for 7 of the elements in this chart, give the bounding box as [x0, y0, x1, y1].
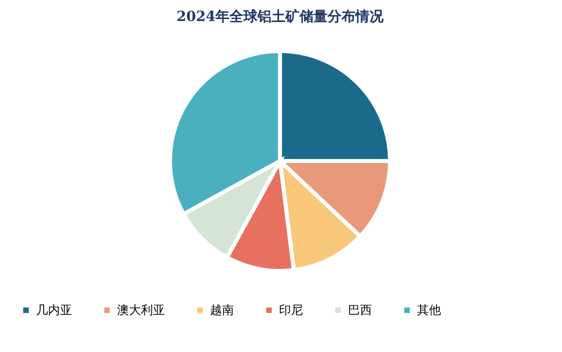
legend-label: 几内亚 — [36, 303, 72, 318]
legend-label: 越南 — [210, 303, 234, 318]
legend-label: 其他 — [417, 303, 441, 318]
legend-label: 印尼 — [279, 303, 303, 318]
legend-label: 澳大利亚 — [117, 303, 165, 318]
chart-title: 2024年全球铝土矿储量分布情况 — [176, 8, 384, 25]
legend-label: 巴西 — [348, 303, 372, 318]
